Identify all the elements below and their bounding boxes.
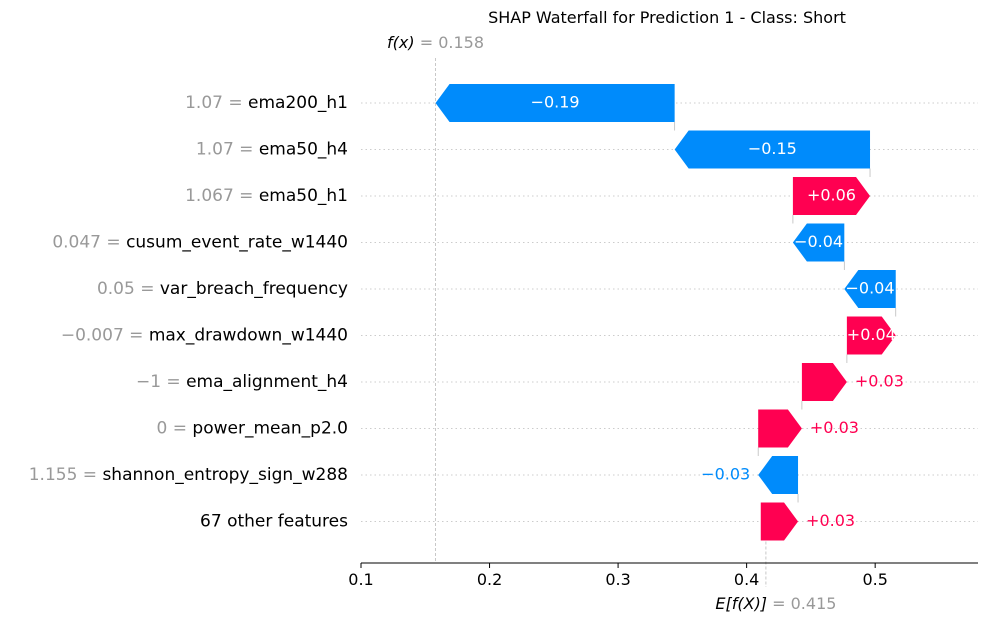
feature-name: ema200_h1	[248, 93, 348, 113]
base-value: = 0.415	[767, 594, 836, 613]
x-tick-label: 0.2	[477, 570, 502, 589]
waterfall-bar	[760, 502, 799, 541]
waterfall-bar	[674, 130, 871, 169]
feature-name: ema50_h1	[259, 186, 348, 206]
feature-value: 1.155 =	[29, 465, 103, 485]
feature-name: 67 other features	[200, 512, 348, 532]
feature-value: 0.05 =	[97, 279, 160, 299]
base-symbol: E[f(X)]	[715, 594, 767, 613]
bar-value-label: −0.03	[701, 465, 750, 484]
fx-value: = 0.158	[415, 33, 484, 52]
bar-value-label: −0.04	[846, 279, 895, 298]
waterfall-bar	[792, 177, 871, 215]
waterfall-bar	[801, 363, 847, 401]
feature-name: ema50_h4	[259, 140, 348, 160]
feature-name: shannon_entropy_sign_w288	[102, 465, 348, 485]
x-tick-label: 0.5	[862, 570, 887, 589]
feature-label: 1.07 = ema200_h1	[185, 93, 348, 113]
waterfall-bar	[792, 223, 845, 262]
feature-name: var_breach_frequency	[160, 279, 348, 299]
feature-labels: 1.07 = ema200_h11.07 = ema50_h41.067 = e…	[29, 93, 348, 532]
bar-value-label: +0.03	[855, 372, 904, 391]
bars-layer: −0.19 −0.15 +0.06 −0.04 −0.04 +0.04 +0.03 +0.03…	[435, 84, 904, 541]
annotations: f(x) = 0.158 E[f(X)] = 0.415	[387, 33, 836, 613]
grid-layer	[361, 102, 978, 522]
bar-value-label: +0.04	[847, 325, 896, 344]
feature-value: 0 =	[157, 419, 193, 439]
bar-value-label: +0.03	[806, 511, 855, 530]
bar-value-label: +0.03	[810, 418, 859, 437]
waterfall-bar	[844, 270, 896, 308]
x-tick-label: 0.1	[348, 570, 373, 589]
feature-name: cusum_event_rate_w1440	[126, 233, 348, 253]
chart-title: SHAP Waterfall for Prediction 1 - Class:…	[488, 8, 846, 27]
feature-label: 0.047 = cusum_event_rate_w1440	[52, 233, 348, 253]
feature-value: 1.07 =	[196, 140, 259, 160]
feature-label: 0.05 = var_breach_frequency	[97, 279, 348, 299]
feature-value: −0.007 =	[61, 326, 149, 346]
feature-label: 1.155 = shannon_entropy_sign_w288	[29, 465, 348, 485]
bar-value-label: +0.06	[807, 186, 856, 205]
feature-label: 1.07 = ema50_h4	[196, 140, 348, 160]
waterfall-bar	[758, 456, 799, 494]
waterfall-bar	[435, 84, 675, 122]
feature-name: ema_alignment_h4	[186, 372, 348, 392]
bar-value-label: −0.19	[531, 93, 580, 112]
feature-label: −1 = ema_alignment_h4	[136, 372, 348, 392]
feature-value: 1.067 =	[185, 186, 259, 206]
feature-label: 0 = power_mean_p2.0	[157, 419, 348, 439]
fx-annotation: f(x) = 0.158	[387, 33, 484, 52]
bar-value-label: −0.15	[748, 139, 797, 158]
waterfall-bar	[846, 316, 896, 355]
base-value-annotation: E[f(X)] = 0.415	[715, 594, 836, 613]
bar-value-label: −0.04	[794, 232, 843, 251]
feature-name: max_drawdown_w1440	[149, 326, 348, 346]
x-axis: 0.1 0.2 0.3 0.4 0.5	[348, 562, 978, 589]
waterfall-bar	[758, 409, 802, 448]
feature-value: −1 =	[136, 372, 186, 392]
feature-label: 1.067 = ema50_h1	[185, 186, 348, 206]
feature-value: 1.07 =	[185, 93, 248, 113]
feature-label: −0.007 = max_drawdown_w1440	[61, 326, 348, 346]
x-tick-label: 0.3	[605, 570, 630, 589]
feature-value: 0.047 =	[52, 233, 126, 253]
x-tick-label: 0.4	[734, 570, 759, 589]
fx-symbol: f(x)	[387, 33, 415, 52]
feature-label: 67 other features	[200, 512, 348, 532]
feature-name: power_mean_p2.0	[192, 419, 348, 439]
